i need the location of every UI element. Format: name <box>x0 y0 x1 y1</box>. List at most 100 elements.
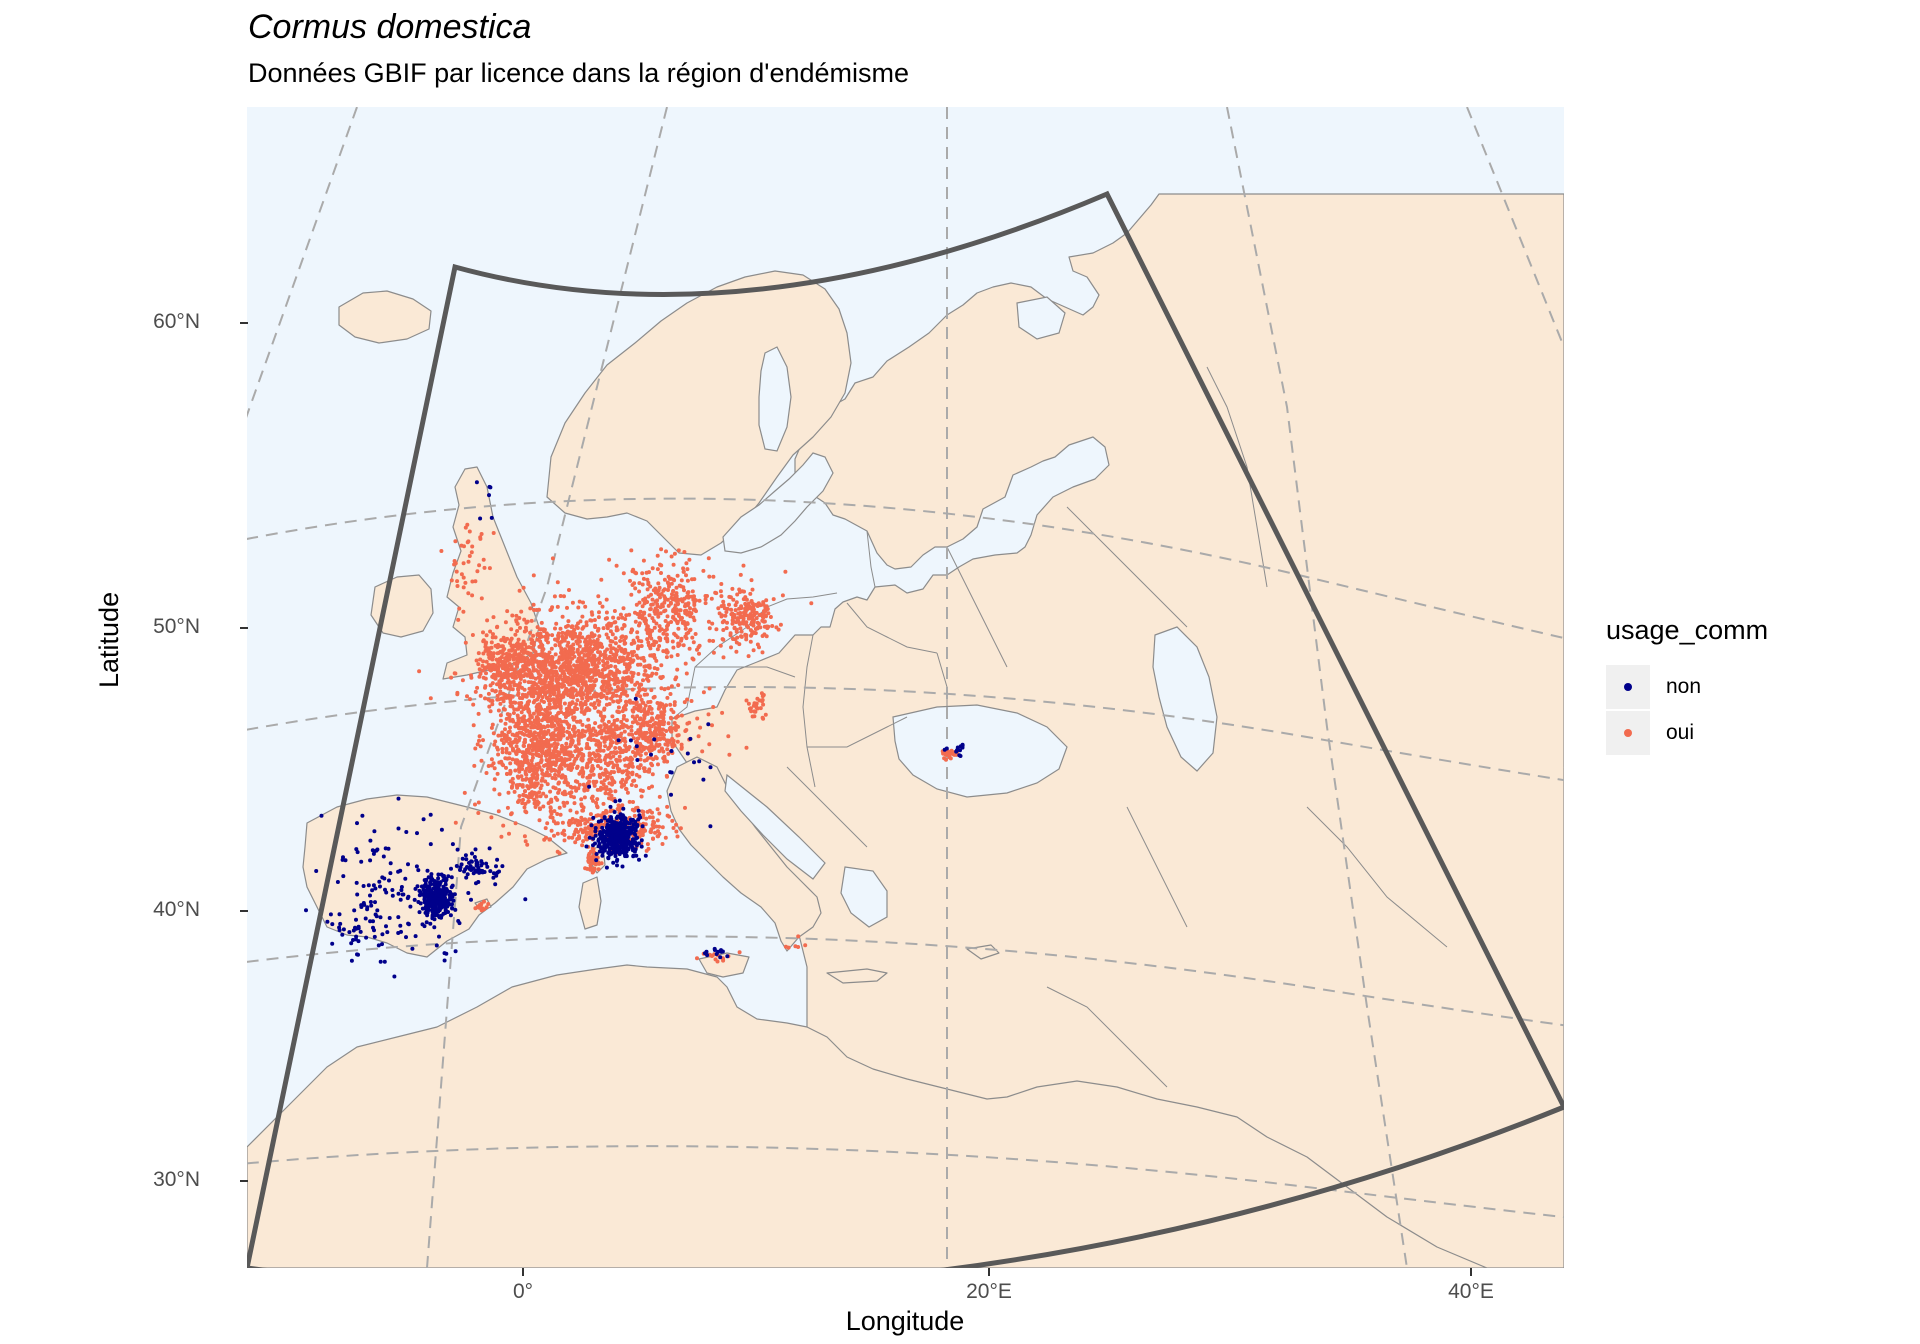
occurrence-point-non <box>591 815 596 820</box>
occurrence-point-oui <box>624 745 629 750</box>
occurrence-point-oui <box>588 856 593 861</box>
occurrence-point-oui <box>766 611 771 616</box>
occurrence-point-oui <box>518 696 522 700</box>
occurrence-point-oui <box>514 613 519 618</box>
occurrence-point-oui <box>614 689 618 693</box>
occurrence-point-oui <box>498 718 503 723</box>
occurrence-point-non <box>495 857 500 862</box>
occurrence-point-oui <box>595 805 600 810</box>
occurrence-point-non <box>425 868 430 873</box>
occurrence-point-oui <box>630 708 635 713</box>
occurrence-point-non <box>380 932 385 937</box>
occurrence-point-oui <box>560 820 565 825</box>
occurrence-point-oui <box>549 828 554 833</box>
occurrence-point-oui <box>552 594 557 599</box>
occurrence-point-non <box>423 884 428 889</box>
occurrence-point-oui <box>542 687 547 692</box>
occurrence-point-oui <box>617 767 622 772</box>
occurrence-point-oui <box>715 959 720 964</box>
occurrence-point-non <box>629 843 634 848</box>
occurrence-point-non <box>467 866 472 871</box>
occurrence-point-oui <box>630 772 635 777</box>
occurrence-point-oui <box>493 635 498 640</box>
occurrence-point-non <box>387 878 391 883</box>
occurrence-point-oui <box>603 755 608 760</box>
occurrence-point-oui <box>649 688 654 693</box>
occurrence-point-oui <box>477 667 482 672</box>
occurrence-point-oui <box>561 669 566 674</box>
x-tick-40E: 40°E <box>1448 1280 1494 1303</box>
occurrence-point-oui <box>672 721 677 725</box>
occurrence-point-oui <box>513 768 518 773</box>
occurrence-point-oui <box>707 742 712 747</box>
occurrence-point-non <box>436 876 441 881</box>
occurrence-point-oui <box>512 683 517 688</box>
occurrence-point-oui <box>579 797 584 802</box>
occurrence-point-oui <box>606 622 611 627</box>
occurrence-point-non <box>435 909 440 914</box>
occurrence-point-non <box>692 760 696 765</box>
occurrence-point-oui <box>535 746 540 751</box>
occurrence-point-oui <box>548 608 553 613</box>
occurrence-point-oui <box>534 668 538 673</box>
occurrence-point-non <box>343 858 348 863</box>
occurrence-point-oui <box>596 650 600 654</box>
occurrence-point-oui <box>541 772 546 777</box>
occurrence-point-oui <box>600 684 605 689</box>
occurrence-point-non <box>622 826 627 830</box>
occurrence-point-oui <box>660 842 665 846</box>
occurrence-point-oui <box>499 678 504 683</box>
occurrence-point-oui <box>641 678 645 683</box>
occurrence-point-non <box>355 850 360 855</box>
occurrence-point-oui <box>603 649 608 654</box>
legend-key-oui <box>1606 711 1650 755</box>
occurrence-point-oui <box>535 652 540 657</box>
occurrence-point-oui <box>590 766 595 771</box>
occurrence-point-oui <box>600 718 605 723</box>
occurrence-point-oui <box>513 632 518 637</box>
occurrence-point-oui <box>575 691 580 696</box>
occurrence-point-oui <box>560 743 564 748</box>
occurrence-point-non <box>608 804 613 809</box>
y-axis-label: Latitude <box>94 591 124 688</box>
occurrence-point-oui <box>568 672 573 676</box>
occurrence-point-oui <box>655 647 660 652</box>
occurrence-point-oui <box>449 578 454 583</box>
occurrence-point-oui <box>627 799 632 804</box>
occurrence-point-oui <box>525 706 529 711</box>
occurrence-point-oui <box>498 681 502 686</box>
occurrence-point-oui <box>513 649 518 653</box>
occurrence-point-oui <box>523 625 528 630</box>
occurrence-point-oui <box>623 649 628 654</box>
occurrence-point-oui <box>534 783 539 788</box>
occurrence-point-oui <box>508 641 512 646</box>
occurrence-point-oui <box>490 688 495 693</box>
occurrence-point-oui <box>554 621 559 626</box>
occurrence-point-oui <box>675 573 680 578</box>
occurrence-point-oui <box>720 637 725 642</box>
land-sicily <box>698 952 750 978</box>
occurrence-point-oui <box>645 842 650 847</box>
occurrence-point-oui <box>595 748 600 753</box>
occurrence-point-non <box>368 838 373 843</box>
occurrence-point-oui <box>746 654 751 659</box>
occurrence-point-oui <box>768 615 773 619</box>
occurrence-point-oui <box>527 668 532 672</box>
occurrence-point-oui <box>600 694 605 699</box>
occurrence-point-oui <box>738 614 743 619</box>
occurrence-point-oui <box>639 749 644 754</box>
occurrence-point-oui <box>658 562 662 567</box>
occurrence-point-oui <box>630 720 635 725</box>
occurrence-point-oui <box>548 711 552 716</box>
occurrence-point-oui <box>634 571 639 576</box>
occurrence-point-oui <box>483 696 487 701</box>
occurrence-point-oui <box>661 631 666 636</box>
occurrence-point-oui <box>605 691 610 696</box>
occurrence-point-oui <box>744 745 749 750</box>
occurrence-point-oui <box>516 637 521 642</box>
occurrence-point-oui <box>661 756 666 761</box>
occurrence-point-oui <box>481 675 486 680</box>
y-tick-mark-60N <box>240 322 248 324</box>
occurrence-point-oui <box>669 707 674 712</box>
occurrence-point-oui <box>516 691 521 696</box>
